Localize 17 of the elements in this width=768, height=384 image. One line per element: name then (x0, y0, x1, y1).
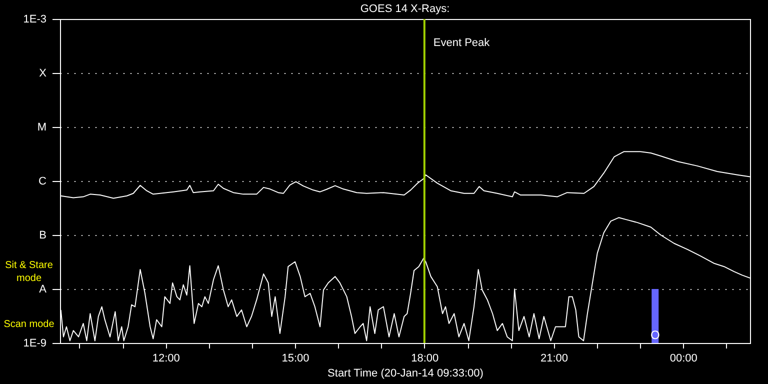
y-tick-label: 1E-9 (23, 338, 46, 350)
y-tick-label: A (39, 284, 48, 296)
y-tick-label: 1E-3 (23, 14, 46, 26)
x-axis-title: Start Time (20-Jan-14 09:33:00) (328, 368, 484, 380)
y-tick-label: B (39, 230, 46, 242)
x-tick-label: 18:00 (411, 352, 439, 364)
ref-line-label: Event Peak (433, 37, 490, 49)
y-tick-label: C (38, 176, 47, 188)
x-tick-label: 21:00 (540, 352, 568, 364)
x-tick-label: 15:00 (282, 352, 310, 364)
x-tick-label: 12:00 (152, 352, 180, 364)
chart-title: GOES 14 X-Rays: (360, 3, 450, 15)
y-tick-label: X (39, 68, 48, 80)
text: Sit & Stare mode (5, 260, 54, 284)
y-tick-label: M (37, 122, 46, 134)
x-tick-label: 00:00 (670, 352, 698, 364)
text: Scan mode (4, 319, 55, 330)
